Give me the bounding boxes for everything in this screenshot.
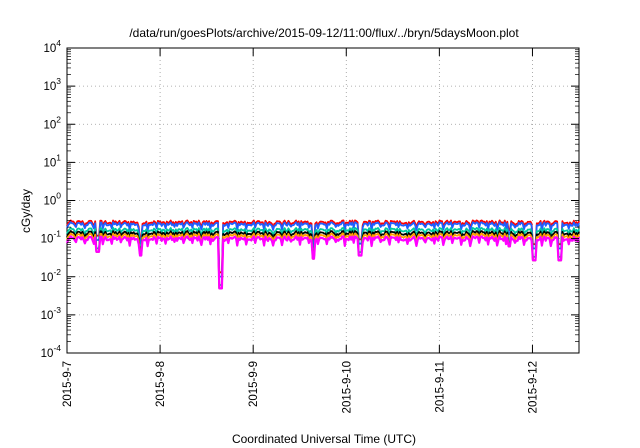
x-tick-label: 2015-9-8: [155, 361, 167, 407]
series-group: [65, 219, 581, 290]
x-tick-label: 2015-9-11: [434, 361, 446, 413]
x-tick-label: 2015-9-10: [341, 361, 353, 413]
x-axis: 2015-9-7 2015-9-8 2015-9-9 2015-9-10 2015-9-…: [62, 48, 539, 413]
y-tick-label: 100: [43, 191, 61, 208]
x-tick-label: 2015-9-7: [62, 361, 74, 407]
y-tick-label: 103: [43, 76, 61, 93]
series-line-2: [66, 221, 580, 278]
y-tick-label: 104: [43, 38, 61, 55]
y-axis-title: cGy/day: [19, 189, 33, 233]
y-tick-label: 101: [43, 152, 61, 169]
y-tick-label: 10-4: [41, 343, 62, 360]
series-line-6: [65, 235, 581, 290]
y-tick-label: 10-2: [41, 267, 62, 284]
series-line-1: [66, 219, 580, 274]
series-line-4: [66, 230, 580, 290]
series-line-3: [66, 226, 580, 286]
series-line-5: [66, 232, 580, 290]
x-tick-label: 2015-9-12: [527, 361, 539, 413]
y-axis: 10-4 10-3 10-2 10-1 100 101 102 103 104: [41, 38, 579, 360]
y-tick-label: 10-3: [41, 305, 62, 322]
x-tick-label: 2015-9-9: [248, 361, 260, 407]
x-axis-title: Coordinated Universal Time (UTC): [232, 432, 416, 446]
chart-title: /data/run/goesPlots/archive/2015-09-12/1…: [129, 26, 519, 40]
y-tick-label: 10-1: [41, 229, 62, 246]
y-tick-label: 102: [43, 114, 61, 131]
grid: [67, 48, 579, 353]
